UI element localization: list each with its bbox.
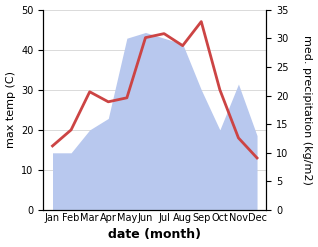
- Y-axis label: max temp (C): max temp (C): [5, 71, 16, 148]
- X-axis label: date (month): date (month): [108, 228, 201, 242]
- Y-axis label: med. precipitation (kg/m2): med. precipitation (kg/m2): [302, 35, 313, 185]
